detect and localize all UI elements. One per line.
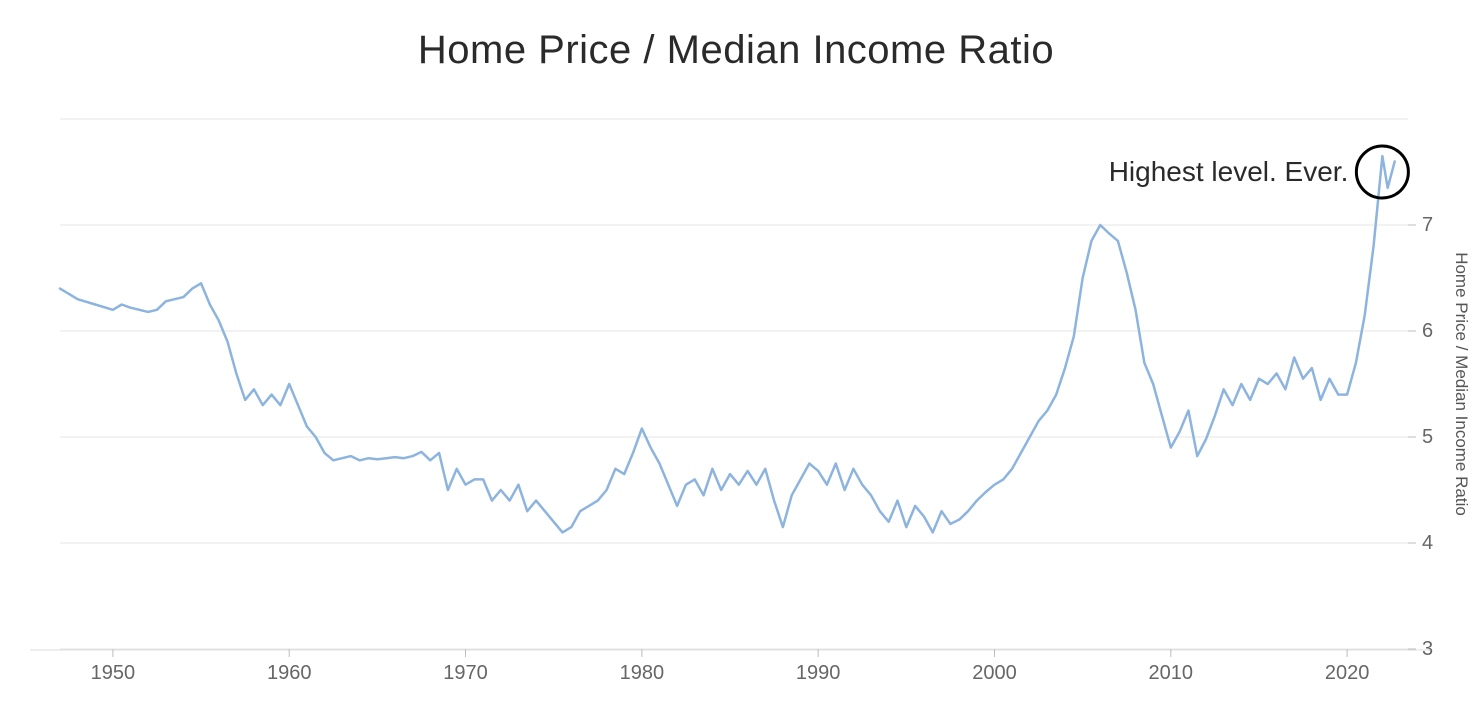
x-tick-label: 2020 bbox=[1325, 662, 1370, 684]
y-tick-label: 7 bbox=[1422, 214, 1433, 236]
y-tick-label: 4 bbox=[1422, 532, 1433, 554]
data-line bbox=[60, 156, 1395, 532]
x-tick-label: 1960 bbox=[267, 662, 312, 684]
x-tick-label: 1990 bbox=[796, 662, 841, 684]
y-tick-label: 6 bbox=[1422, 320, 1433, 342]
annotation-text: Highest level. Ever. bbox=[1109, 156, 1349, 187]
y-axis-label: Home Price / Median Income Ratio bbox=[1452, 252, 1471, 516]
y-tick-label: 5 bbox=[1422, 426, 1433, 448]
chart-container: 1950 1960 1970 1980 1990 2000 2010 2020 3 4 5 6 7 Hom… bbox=[0, 79, 1472, 714]
x-tick-label: 2000 bbox=[972, 662, 1017, 684]
y-tick-label: 3 bbox=[1422, 638, 1433, 660]
x-tick-label: 1970 bbox=[443, 662, 488, 684]
x-tick-label: 2010 bbox=[1149, 662, 1194, 684]
x-tick-label: 1950 bbox=[91, 662, 136, 684]
x-tick-label: 1980 bbox=[620, 662, 665, 684]
annotation-circle bbox=[1356, 146, 1408, 198]
line-chart: 1950 1960 1970 1980 1990 2000 2010 2020 3 4 5 6 7 Hom… bbox=[0, 79, 1472, 714]
chart-title: Home Price / Median Income Ratio bbox=[0, 0, 1472, 79]
